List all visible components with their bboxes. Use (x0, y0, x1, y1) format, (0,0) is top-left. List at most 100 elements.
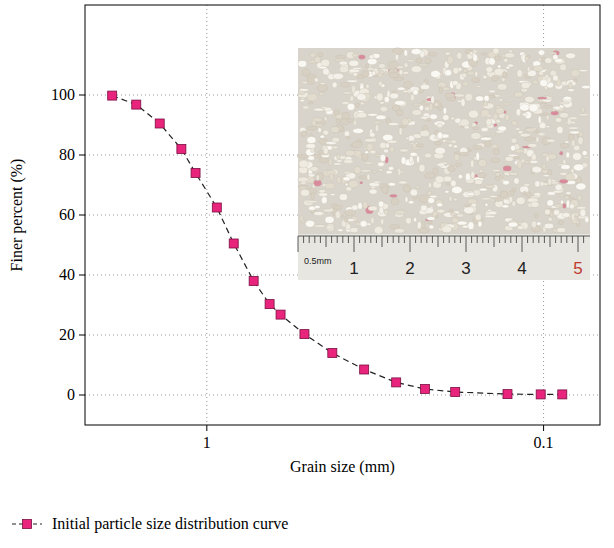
grain (382, 186, 388, 194)
grain (529, 104, 538, 112)
ruler-tick (533, 236, 534, 243)
grain (491, 133, 494, 136)
grain (427, 221, 433, 223)
y-tick (79, 395, 85, 396)
grain (464, 207, 474, 214)
grain (315, 224, 326, 227)
grain (446, 182, 450, 185)
grain (412, 104, 422, 106)
ruler-tick (348, 236, 349, 243)
grain (579, 69, 588, 71)
grain (316, 173, 324, 181)
data-point (191, 169, 200, 178)
grain (362, 153, 369, 161)
grain (470, 160, 474, 167)
data-point (300, 330, 309, 339)
grain (417, 156, 420, 163)
grain (565, 141, 569, 143)
grain (486, 67, 493, 73)
grain (416, 58, 423, 63)
ruler-tick (505, 236, 506, 243)
grain (314, 211, 324, 215)
grain (468, 110, 478, 118)
grain (303, 106, 310, 110)
x-tick-label: 0.1 (534, 434, 554, 451)
grain (531, 202, 539, 208)
ruler-tick (370, 236, 371, 243)
grain (546, 126, 550, 128)
grain (439, 86, 442, 93)
grain (451, 117, 455, 120)
grain (476, 96, 484, 101)
grain (366, 143, 373, 151)
grain (557, 126, 564, 133)
grain (506, 66, 510, 69)
grain (523, 191, 526, 195)
grain (447, 56, 454, 64)
grain (308, 156, 315, 161)
grain (314, 205, 320, 208)
legend: Initial particle size distribution curve (12, 515, 288, 533)
grain (582, 150, 587, 155)
ruler-tick (482, 236, 483, 243)
grain (548, 52, 556, 54)
grain (488, 209, 492, 211)
grain (457, 214, 464, 217)
grain (300, 89, 309, 91)
grain (345, 224, 350, 230)
grain (445, 52, 451, 56)
grain (497, 65, 501, 68)
grain (558, 102, 569, 104)
grain (454, 154, 460, 161)
grain (324, 107, 332, 111)
grain (307, 77, 315, 84)
grain (485, 185, 495, 188)
grain (479, 170, 483, 173)
grain (459, 152, 469, 156)
grain (414, 218, 417, 222)
ruler-tick (314, 236, 315, 243)
grain (553, 75, 559, 81)
y-grid (85, 335, 600, 336)
grain (511, 145, 516, 151)
grain (403, 72, 409, 75)
grain (562, 213, 570, 218)
grain (517, 161, 522, 169)
grain (546, 155, 550, 161)
grain (472, 127, 479, 130)
grain (301, 131, 307, 137)
grain (443, 108, 447, 115)
grain (355, 103, 360, 107)
grain (516, 197, 525, 205)
grain (531, 221, 536, 228)
grain (418, 64, 428, 66)
grain (376, 93, 383, 101)
grain (573, 164, 584, 171)
grain (410, 94, 414, 101)
grain (332, 82, 337, 88)
grain (314, 56, 320, 63)
grain (407, 60, 415, 62)
grain (334, 163, 341, 165)
grain (483, 102, 488, 106)
grain (515, 128, 520, 130)
grain (302, 220, 306, 223)
data-point (558, 390, 567, 399)
grain (331, 126, 340, 132)
grain (558, 221, 564, 225)
grain (399, 181, 408, 184)
grain (471, 172, 475, 179)
grain (545, 58, 552, 64)
grain (525, 128, 535, 132)
grain (449, 209, 453, 212)
grain (335, 55, 345, 59)
ruler-tick (477, 236, 478, 243)
grain (390, 194, 398, 197)
grain (536, 137, 539, 143)
grain (420, 130, 430, 137)
grain (378, 201, 384, 207)
grain (357, 94, 367, 101)
grain (515, 92, 523, 97)
grain (478, 221, 482, 227)
grain (337, 177, 341, 184)
